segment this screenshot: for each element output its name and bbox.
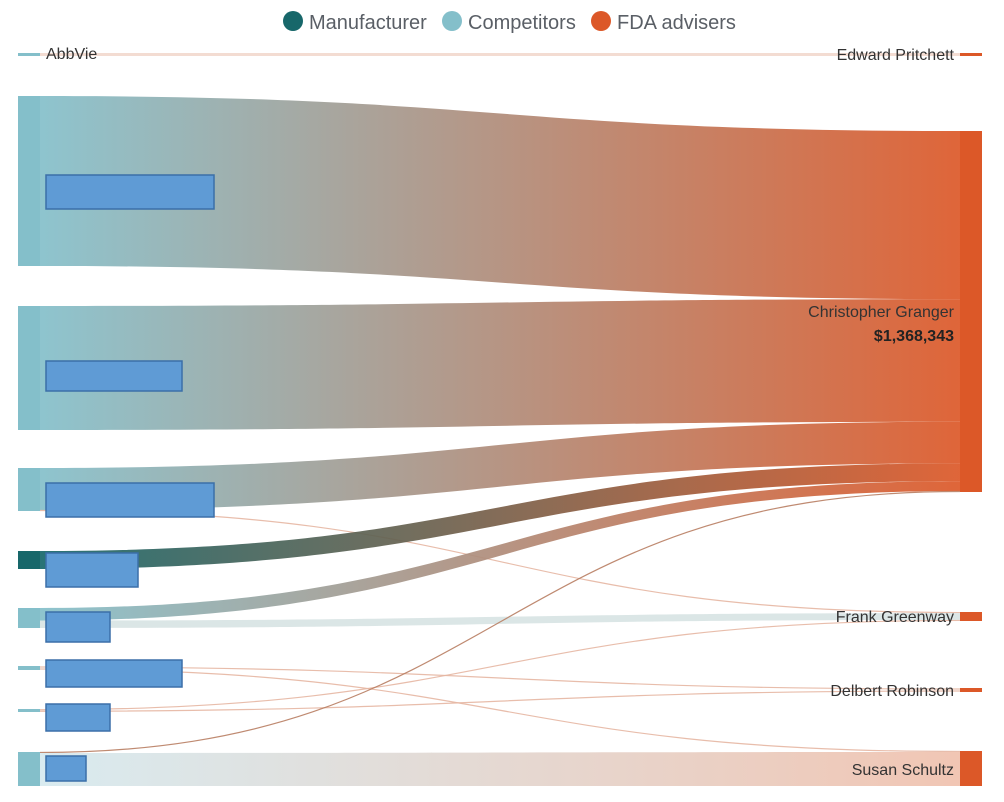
redacted-label-box-src3 bbox=[45, 360, 183, 392]
source-node-src7[interactable] bbox=[18, 666, 40, 670]
legend: Manufacturer Competitors FDA advisers bbox=[283, 11, 736, 34]
legend-item-manufacturer: Manufacturer bbox=[283, 11, 427, 34]
redacted-label-box-src8 bbox=[45, 703, 111, 732]
legend-swatch-competitors bbox=[442, 11, 462, 31]
flow-links bbox=[39, 53, 961, 786]
flow-link-abbvie-to-pritchett bbox=[40, 53, 960, 56]
legend-label-manufacturer: Manufacturer bbox=[309, 12, 427, 34]
target-value-granger: $1,368,343 bbox=[874, 328, 954, 345]
source-node-src4[interactable] bbox=[18, 468, 40, 511]
flow-link-src4-to-granger bbox=[40, 421, 960, 510]
target-node-greenway[interactable] bbox=[960, 612, 982, 621]
redacted-label-box-src9 bbox=[45, 755, 87, 782]
target-label-granger: Christopher Granger bbox=[808, 304, 955, 321]
target-node-robinson[interactable] bbox=[960, 688, 982, 692]
legend-label-competitors: Competitors bbox=[468, 12, 576, 34]
target-node-granger[interactable] bbox=[960, 131, 982, 492]
source-label-abbvie: AbbVie bbox=[46, 46, 97, 63]
flow-link-src7-to-schultz bbox=[39, 668, 961, 753]
flow-link-src5-to-granger bbox=[40, 463, 960, 569]
target-node-schultz[interactable] bbox=[960, 751, 982, 786]
flow-link-src8-to-greenway bbox=[39, 619, 961, 711]
source-node-src6[interactable] bbox=[18, 608, 40, 628]
flow-link-src2-to-granger bbox=[40, 96, 960, 300]
target-node-pritchett[interactable] bbox=[960, 53, 982, 56]
flow-link-src6-to-greenway bbox=[40, 613, 960, 628]
legend-item-fda-advisers: FDA advisers bbox=[591, 11, 736, 34]
source-node-src5[interactable] bbox=[18, 551, 40, 569]
source-node-src3[interactable] bbox=[18, 306, 40, 430]
nodes bbox=[18, 53, 982, 786]
target-label-schultz: Susan Schultz bbox=[852, 762, 954, 779]
flow-link-src3-to-granger bbox=[40, 299, 960, 430]
node-labels: AbbVie Edward Pritchett Christopher Grange… bbox=[45, 46, 955, 782]
legend-label-fda-advisers: FDA advisers bbox=[617, 12, 736, 34]
flow-link-src6-to-granger bbox=[40, 481, 960, 621]
legend-swatch-manufacturer bbox=[283, 11, 303, 31]
flow-link-src7-to-robinson bbox=[39, 666, 961, 690]
flow-link-src8-to-robinson bbox=[39, 690, 961, 712]
source-node-src8[interactable] bbox=[18, 709, 40, 712]
redacted-label-box-src7 bbox=[45, 659, 183, 688]
redacted-label-box-src6 bbox=[45, 611, 111, 643]
redacted-label-box-src5 bbox=[45, 552, 139, 588]
target-label-greenway: Frank Greenway bbox=[836, 609, 954, 626]
source-node-abbvie[interactable] bbox=[18, 53, 40, 56]
flow-link-src9-to-schultz bbox=[40, 752, 960, 786]
target-label-robinson: Delbert Robinson bbox=[830, 683, 954, 700]
source-node-src9[interactable] bbox=[18, 752, 40, 786]
legend-swatch-fda-advisers bbox=[591, 11, 611, 31]
redacted-label-box-src4 bbox=[45, 482, 215, 518]
legend-item-competitors: Competitors bbox=[442, 11, 576, 34]
flow-link-src9-to-granger bbox=[39, 490, 961, 754]
redacted-label-box-src2 bbox=[45, 174, 215, 210]
source-node-src2[interactable] bbox=[18, 96, 40, 266]
target-label-pritchett: Edward Pritchett bbox=[837, 47, 955, 64]
